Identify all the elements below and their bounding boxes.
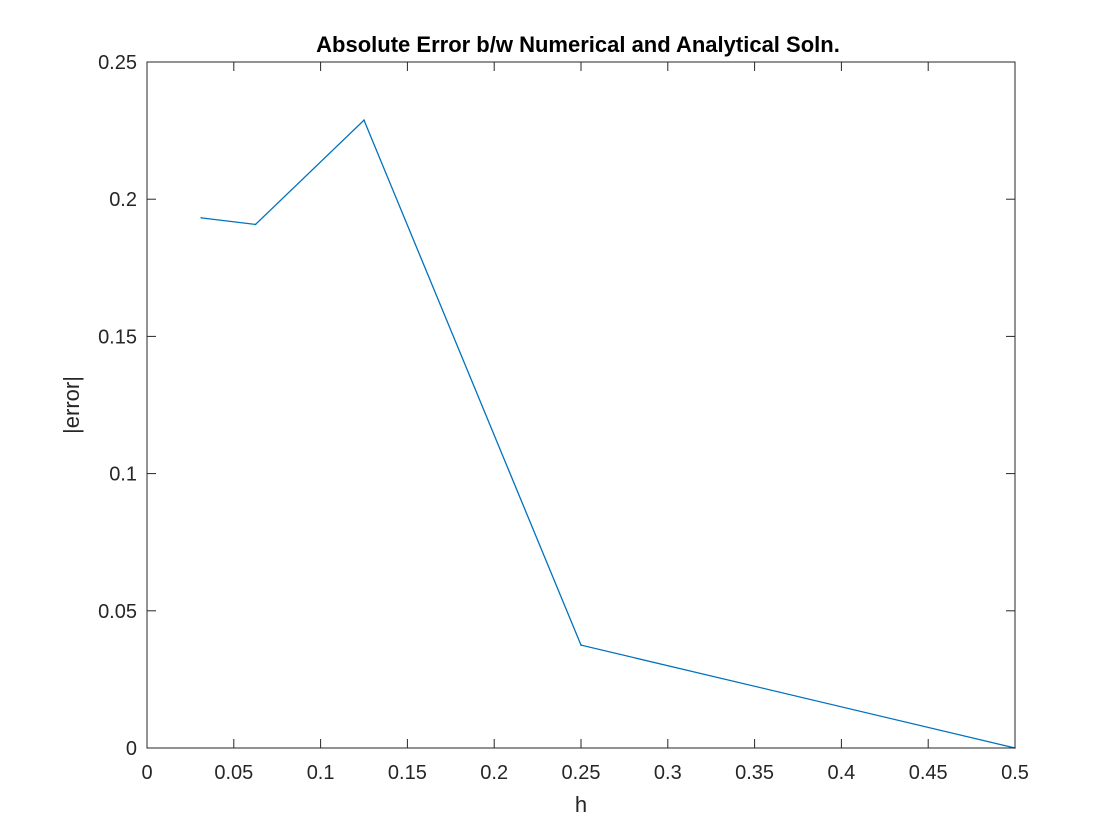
- x-tick-label: 0.35: [735, 762, 774, 784]
- data-point: [254, 223, 257, 226]
- x-tick-label: 0.4: [827, 762, 855, 784]
- x-tick-label: 0.1: [307, 762, 335, 784]
- x-tick-label: 0: [141, 762, 152, 784]
- x-tick-label: 0.25: [562, 762, 601, 784]
- y-tick-label: 0.1: [109, 464, 137, 486]
- y-tick-label: 0.05: [98, 601, 137, 623]
- y-axis-label: |error|: [59, 376, 84, 434]
- y-tick-label: 0: [126, 738, 137, 760]
- y-tick-label: 0.15: [98, 326, 137, 348]
- data-point: [363, 119, 365, 121]
- y-tick-label: 0.2: [109, 189, 137, 211]
- chart-title: Absolute Error b/w Numerical and Analyti…: [316, 32, 840, 57]
- data-point: [200, 217, 203, 219]
- data-point: [580, 644, 582, 646]
- x-tick-label: 0.45: [909, 762, 948, 784]
- y-tick-label: 0.25: [98, 52, 137, 74]
- x-tick-label: 0.3: [654, 762, 682, 784]
- x-axis-label: h: [575, 792, 587, 817]
- plot-area: [147, 62, 1015, 748]
- y-ticks: 0 0.05 0.1 0.15 0.2 0.25: [98, 52, 1015, 760]
- x-tick-label: 0.15: [388, 762, 427, 784]
- x-tick-label: 0.05: [214, 762, 253, 784]
- x-tick-label: 0.5: [1001, 762, 1029, 784]
- x-ticks: 0 0.05 0.1 0.15 0.2 0.25 0.3 0.35 0.4 0.45 0.5: [141, 62, 1029, 784]
- x-tick-label: 0.2: [480, 762, 508, 784]
